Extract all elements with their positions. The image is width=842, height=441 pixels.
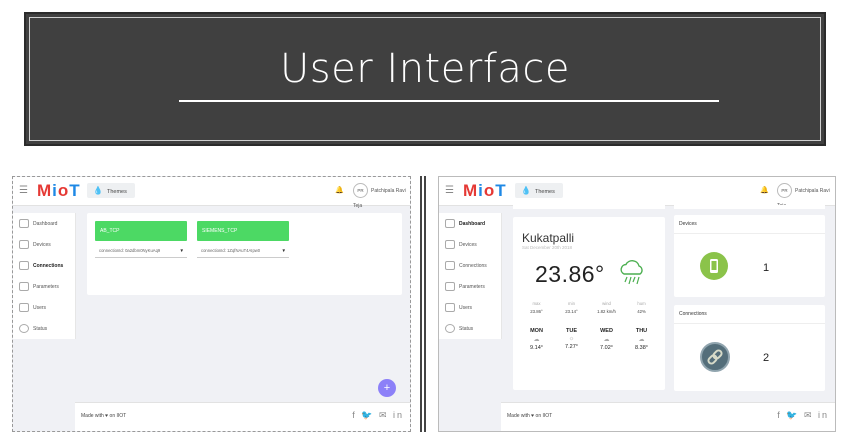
- sidebar-item-connections[interactable]: Connections: [13, 255, 75, 276]
- connections-panel: AB_TCP connectionId: 0a2dbm0NyKuAq9 ▼ SIE…: [87, 213, 402, 295]
- forecast: MON ☁ 9.14° TUE ☼ 7.27° WED ☁ 7.02° THU ☁ 8.38°: [519, 328, 659, 351]
- grid-icon: [19, 261, 29, 270]
- connection-select[interactable]: connectionId: 0a2dbm0NyKuAq9 ▼: [95, 245, 187, 258]
- devices-card[interactable]: Devices 1: [674, 215, 825, 297]
- caret-down-icon: ▼: [281, 248, 286, 253]
- devices-icon: [445, 240, 455, 249]
- cloud-icon: ☁: [638, 337, 645, 343]
- menu-icon[interactable]: ☰: [445, 185, 454, 196]
- avatar: PR: [353, 183, 368, 198]
- connection-title: AB_TCP: [95, 221, 187, 241]
- forecast-day: THU ☁ 8.38°: [624, 328, 659, 351]
- devices-count: 1: [763, 262, 770, 274]
- divider: [420, 176, 426, 432]
- connection-card[interactable]: AB_TCP connectionId: 0a2dbm0NyKuAq9 ▼: [95, 221, 187, 258]
- card-title: Devices: [679, 221, 697, 227]
- caret-down-icon: ▼: [179, 248, 184, 253]
- add-button[interactable]: +: [378, 379, 396, 397]
- info-icon: [445, 324, 455, 333]
- sidebar-item-users[interactable]: Users: [13, 297, 75, 318]
- footer: Made with ♥ on IIOT f 🐦 ✉ in: [75, 402, 410, 431]
- sidebar: Dashboard Devices Connections Parameters…: [13, 213, 76, 339]
- footer: Made with ♥ on IIOT f 🐦 ✉ in: [501, 402, 835, 431]
- social-icons[interactable]: f 🐦 ✉ in: [352, 410, 404, 420]
- user-icon: [445, 303, 455, 312]
- link-icon: [700, 342, 730, 372]
- info-icon: [19, 324, 29, 333]
- dashboard-icon: [19, 219, 29, 228]
- parameters-icon: [445, 282, 455, 291]
- sidebar-item-dashboard[interactable]: Dashboard: [13, 213, 75, 234]
- devices-icon: [19, 240, 29, 249]
- sidebar-item-users[interactable]: Users: [439, 297, 501, 318]
- sun-icon: ☼: [568, 336, 575, 342]
- app-logo[interactable]: MioT: [37, 181, 81, 200]
- sidebar-item-status[interactable]: Status: [13, 318, 75, 339]
- stat-min: min 23.14°: [565, 301, 578, 314]
- sidebar: Dashboard Devices Connections Parameters…: [439, 213, 502, 339]
- card-edge: [674, 205, 825, 209]
- sidebar-item-devices[interactable]: Devices: [439, 234, 501, 255]
- stat-max: max 23.86°: [530, 301, 543, 314]
- themes-button[interactable]: 💧 Themes: [87, 183, 135, 198]
- sidebar-item-devices[interactable]: Devices: [13, 234, 75, 255]
- app-logo[interactable]: MioT: [463, 181, 507, 200]
- weather-stats: max 23.86° min 23.14° wind 1.82 km/h hum 42%: [519, 301, 659, 314]
- weather-date: Sat December 20th 2018: [522, 245, 573, 250]
- cloud-icon: ☁: [603, 337, 610, 343]
- banner-title: User Interface: [280, 46, 570, 92]
- menu-icon[interactable]: ☰: [19, 185, 28, 196]
- droplet-icon: 💧: [93, 186, 103, 195]
- avatar: PR: [777, 183, 792, 198]
- weather-city: Kukatpalli: [522, 231, 575, 245]
- rain-cloud-icon: [620, 260, 643, 285]
- connections-count: 2: [763, 352, 770, 364]
- grid-icon: [445, 261, 455, 270]
- sidebar-item-status[interactable]: Status: [439, 318, 501, 339]
- card-title: Connections: [679, 311, 707, 317]
- forecast-day: WED ☁ 7.02°: [589, 328, 624, 351]
- cloud-icon: ☁: [533, 337, 540, 343]
- forecast-day: TUE ☼ 7.27°: [554, 328, 589, 351]
- stat-wind: wind 1.82 km/h: [597, 301, 616, 314]
- weather-card: Kukatpalli Sat December 20th 2018 23.86°…: [513, 217, 665, 390]
- sidebar-item-parameters[interactable]: Parameters: [13, 276, 75, 297]
- dashboard-icon: [445, 219, 455, 228]
- themes-button[interactable]: 💧 Themes: [515, 183, 563, 198]
- bell-icon[interactable]: 🔔: [760, 187, 769, 194]
- stat-humidity: hum 42%: [637, 301, 646, 314]
- footer-credit: Made with ♥ on IIOT: [507, 413, 553, 419]
- parameters-icon: [19, 282, 29, 291]
- user-icon: [19, 303, 29, 312]
- device-phone-icon: [700, 252, 728, 280]
- screenshot-connections: ☰ MioT 💧 Themes 🔔 PR Patchipala Ravi Teja …: [12, 176, 411, 432]
- sidebar-item-dashboard[interactable]: Dashboard: [439, 213, 501, 234]
- droplet-icon: 💧: [521, 186, 531, 195]
- sidebar-item-parameters[interactable]: Parameters: [439, 276, 501, 297]
- footer-credit: Made with ♥ on IIOT: [81, 413, 127, 419]
- card-edge: [513, 205, 665, 209]
- connections-card[interactable]: Connections 2: [674, 305, 825, 391]
- weather-temperature: 23.86°: [535, 261, 605, 287]
- connection-select[interactable]: connectionId: 1ZqfNAuT4AIpw0 ▼: [197, 245, 289, 258]
- social-icons[interactable]: f 🐦 ✉ in: [777, 410, 829, 420]
- title-underline: [179, 100, 719, 102]
- sidebar-item-connections[interactable]: Connections: [439, 255, 501, 276]
- connection-card[interactable]: SIEMENS_TCP connectionId: 1ZqfNAuT4AIpw0…: [197, 221, 289, 258]
- title-banner: User Interface: [24, 12, 826, 146]
- connection-title: SIEMENS_TCP: [197, 221, 289, 241]
- forecast-day: MON ☁ 9.14°: [519, 328, 554, 351]
- bell-icon[interactable]: 🔔: [335, 187, 344, 194]
